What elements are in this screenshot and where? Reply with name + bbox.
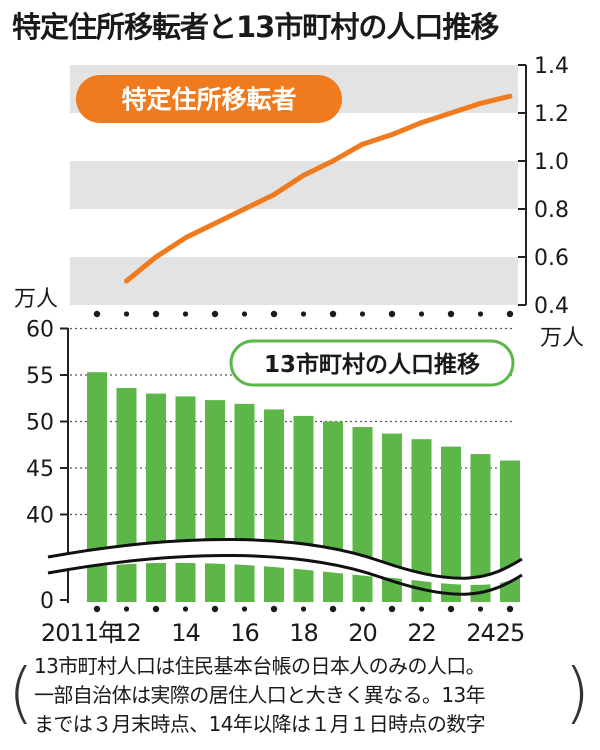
x-tick-label: 16: [230, 619, 259, 647]
x-tick-dot: [152, 605, 160, 613]
footnote-open-paren: (: [8, 654, 34, 731]
x-tick-label: 24: [466, 619, 495, 647]
bar: [441, 446, 461, 602]
x-tick-dot: [300, 606, 307, 612]
top-y-tick-label: 1.2: [534, 102, 569, 127]
bottom-y-tick-label: 0: [40, 589, 54, 614]
axis-break-line: [47, 537, 523, 580]
x-tick-label: 14: [171, 619, 200, 647]
series-labels: 特定住所移転者 13市町村の人口推移: [76, 75, 515, 387]
separator-dot: [241, 311, 248, 317]
bar: [323, 421, 343, 602]
x-tick-dot: [388, 605, 396, 613]
x-tick-dot: [477, 606, 484, 612]
top-y-tick-label: 1.0: [534, 150, 569, 175]
x-tick-dot: [182, 606, 189, 612]
bar: [146, 393, 166, 602]
footnote-line: 13市町村人口は住民基本台帳の日本人のみの人口。: [34, 654, 486, 678]
separator-dot: [182, 311, 189, 317]
bottom-y-tick-label: 40: [26, 504, 54, 529]
separator-dot: [211, 310, 219, 318]
bar: [116, 388, 137, 602]
x-tick-dot: [447, 605, 455, 613]
bottom-y-tick-label: 45: [26, 457, 54, 482]
separator-dot: [477, 311, 484, 317]
x-tick-label: 22: [407, 619, 436, 647]
x-tick-dot: [359, 606, 366, 612]
bottom-y-unit: 万人: [14, 287, 58, 312]
top-y-unit: 万人: [540, 326, 584, 351]
bar: [470, 454, 491, 602]
separator-dot: [152, 310, 160, 318]
line-series-path: [124, 93, 513, 284]
top-chart-series: [124, 93, 513, 284]
bar-series-label: 13市町村の人口推移: [264, 351, 480, 378]
grid-band: [70, 257, 518, 305]
bar: [382, 433, 402, 602]
separator-dot: [270, 310, 278, 318]
bottom-y-tick-label: 55: [26, 364, 54, 389]
x-tick-label: 25: [496, 619, 525, 647]
bar: [87, 372, 107, 602]
footnote: ( 13市町村人口は住民基本台帳の日本人のみの人口。 一部自治体は実際の居住人口…: [8, 648, 590, 744]
bar: [264, 409, 284, 602]
x-tick-label: 20: [348, 619, 377, 647]
line-series-label: 特定住所移転者: [121, 85, 296, 114]
separator-dot: [418, 311, 425, 317]
bar: [411, 439, 432, 602]
chart-figure: 0.4 0.6 0.8 1.0 1.2 1.4 万人 0 40 45 50 55 60 万人 2011年…: [14, 54, 584, 647]
x-tick-dot: [123, 606, 130, 612]
footnote-line: までは３月末時点、14年以降は１月１日時点の数字: [34, 712, 486, 736]
axis-break-line: [47, 553, 523, 596]
separator-dot: [329, 310, 337, 318]
bar: [234, 403, 255, 602]
dotted-separator: [93, 310, 514, 318]
chart-title: 特定住所移転者と13市町村の人口推移: [12, 10, 499, 44]
separator-dot: [388, 310, 396, 318]
bar: [205, 400, 225, 602]
separator-dot: [359, 311, 366, 317]
axis-break: [47, 537, 523, 596]
bottom-y-tick-label: 60: [26, 318, 54, 343]
bar-series-label-pill: [229, 339, 515, 387]
top-y-tick-label: 0.6: [534, 246, 569, 271]
x-tick-label: 12: [112, 619, 141, 647]
x-tick-dot: [418, 606, 425, 612]
axis-break-band: [48, 539, 522, 585]
line-series-label-pill: [76, 75, 342, 123]
separator-dot: [123, 311, 130, 317]
separator-dot: [506, 310, 514, 318]
bottom-y-tick-label: 50: [26, 411, 54, 436]
separator-dot: [447, 310, 455, 318]
bar: [293, 415, 314, 602]
separator-dot: [93, 310, 101, 318]
x-tick-label: 2011年: [41, 619, 121, 647]
top-chart-axis: 0.4 0.6 0.8 1.0 1.2 1.4 万人: [518, 54, 584, 351]
grid-band: [70, 161, 518, 209]
footnote-close-paren: ): [564, 654, 590, 731]
x-tick-dot: [211, 605, 219, 613]
x-tick-dot: [329, 605, 337, 613]
x-tick-dot: [241, 606, 248, 612]
x-tick-dot: [506, 605, 514, 613]
bar: [175, 396, 196, 602]
top-y-tick-label: 0.8: [534, 198, 569, 223]
top-y-tick-label: 0.4: [534, 294, 569, 319]
x-tick-dot: [93, 605, 101, 613]
top-y-tick-label: 1.4: [534, 54, 569, 79]
separator-dot: [300, 311, 307, 317]
x-tick-label: 18: [289, 619, 318, 647]
x-tick-dot: [270, 605, 278, 613]
footnote-line: 一部自治体は実際の居住人口と大きく異なる。13年: [34, 683, 486, 707]
